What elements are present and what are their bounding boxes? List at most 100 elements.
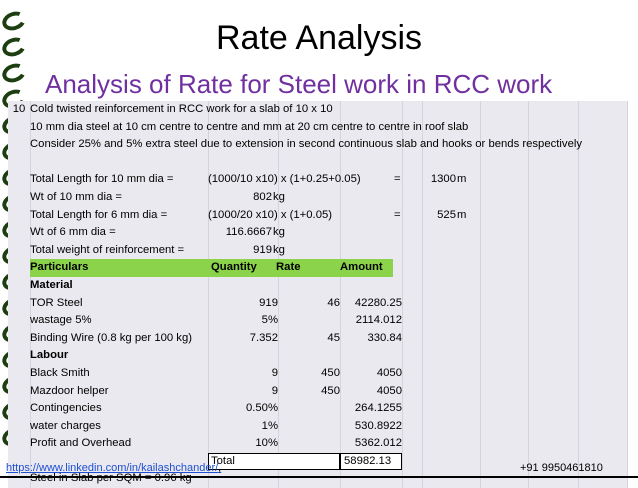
grid-line	[208, 364, 209, 383]
grid-line	[30, 329, 31, 348]
total-amount-box	[340, 452, 402, 470]
amount-cell: 2114.012	[355, 314, 402, 327]
grid-line	[402, 118, 403, 137]
grid-line	[278, 101, 279, 119]
grid-line	[422, 452, 423, 471]
grid-line	[578, 118, 579, 137]
grid-line	[340, 470, 341, 488]
section-row: Labour	[8, 347, 628, 365]
grid-line	[402, 294, 403, 313]
grid-line	[528, 364, 529, 383]
grid-line	[528, 312, 529, 330]
grid-line	[340, 347, 341, 365]
rate-cell: 46	[327, 296, 340, 309]
quantity-cell: 9	[271, 366, 278, 379]
grid-line	[30, 294, 31, 313]
ring-icon	[0, 60, 29, 86]
grid-line	[278, 206, 279, 225]
grid-line	[578, 136, 579, 154]
section-label: Labour	[30, 349, 69, 362]
grid-line	[422, 435, 423, 453]
grid-line	[208, 101, 209, 119]
table-header-row: Particulars Quantity Rate Amount	[8, 259, 628, 277]
grid-line	[627, 206, 628, 225]
grid-line	[578, 259, 579, 277]
grid-line	[30, 400, 31, 418]
link-comma: ,	[218, 462, 222, 474]
grid-line	[627, 171, 628, 189]
grid-line	[528, 294, 529, 313]
grid-line	[528, 435, 529, 453]
grid-line	[422, 171, 423, 189]
calc-row: Wt of 6 mm dia = 116.6667 kg	[8, 224, 628, 242]
grid-line	[208, 417, 209, 436]
header-particulars: Particulars	[30, 261, 89, 274]
grid-line	[278, 153, 279, 172]
grid-line	[578, 294, 579, 313]
calc-formula: (1000/20 x10) x (1+0.05)	[208, 208, 333, 221]
grid-line	[528, 329, 529, 348]
grid-line	[528, 118, 529, 137]
grid-line	[627, 417, 628, 436]
grid-line	[208, 206, 209, 225]
grid-line	[480, 136, 481, 154]
grid-line	[340, 435, 341, 453]
grid-line	[480, 294, 481, 313]
linkedin-url[interactable]: https://www.linkedin.com/in/kailashchand…	[6, 462, 219, 474]
particulars-cell: Contingencies	[30, 402, 102, 415]
grid-line	[402, 101, 403, 119]
grid-line	[340, 224, 341, 242]
grid-line	[340, 188, 341, 207]
grid-line	[480, 276, 481, 295]
grid-line	[208, 382, 209, 401]
calc-unit: kg	[273, 190, 285, 203]
grid-line	[627, 224, 628, 242]
grid-line	[278, 417, 279, 436]
grid-line	[340, 294, 341, 313]
total-row: Total 58982.13	[8, 452, 628, 471]
page-subtitle: Analysis of Rate for Steel work in RCC w…	[45, 69, 553, 99]
grid-line	[402, 382, 403, 401]
grid-line	[422, 470, 423, 488]
grid-line	[278, 435, 279, 453]
grid-line	[278, 329, 279, 348]
total-amount: 58982.13	[344, 454, 392, 467]
grid-line	[30, 241, 31, 260]
calc-value: 1300	[430, 173, 456, 186]
grid-line	[402, 259, 403, 277]
grid-line	[422, 312, 423, 330]
grid-line	[627, 364, 628, 383]
linkedin-link[interactable]: https://www.linkedin.com/in/kailashchand…	[6, 462, 221, 474]
grid-line	[278, 188, 279, 207]
rate-cell: 450	[321, 384, 340, 397]
footer-divider	[0, 476, 638, 478]
grid-line	[278, 470, 279, 488]
grid-line	[627, 101, 628, 119]
header-fill	[208, 259, 393, 277]
particulars-cell: wastage 5%	[30, 314, 92, 327]
grid-line	[480, 259, 481, 277]
grid-line	[402, 400, 403, 418]
grid-line	[340, 153, 341, 172]
grid-line	[402, 188, 403, 207]
grid-line	[627, 435, 628, 453]
item-description-1: Cold twisted reinforcement in RCC work f…	[30, 103, 333, 115]
blank-row	[8, 153, 628, 172]
grid-line	[422, 329, 423, 348]
grid-line	[278, 276, 279, 295]
calc-row: Total weight of reinforcement = 919 kg	[8, 241, 628, 260]
grid-line	[627, 136, 628, 154]
grid-line	[578, 329, 579, 348]
grid-line	[627, 382, 628, 401]
header-amount: Amount	[340, 261, 383, 274]
amount-cell: 330.84	[367, 331, 402, 344]
grid-line	[528, 224, 529, 242]
header-rate: Rate	[276, 261, 301, 274]
grid-line	[278, 224, 279, 242]
grid-line	[30, 347, 31, 365]
grid-line	[480, 400, 481, 418]
grid-line	[422, 294, 423, 313]
amount-cell: 264.1255	[354, 402, 402, 415]
grid-line	[627, 259, 628, 277]
grid-line	[528, 171, 529, 189]
